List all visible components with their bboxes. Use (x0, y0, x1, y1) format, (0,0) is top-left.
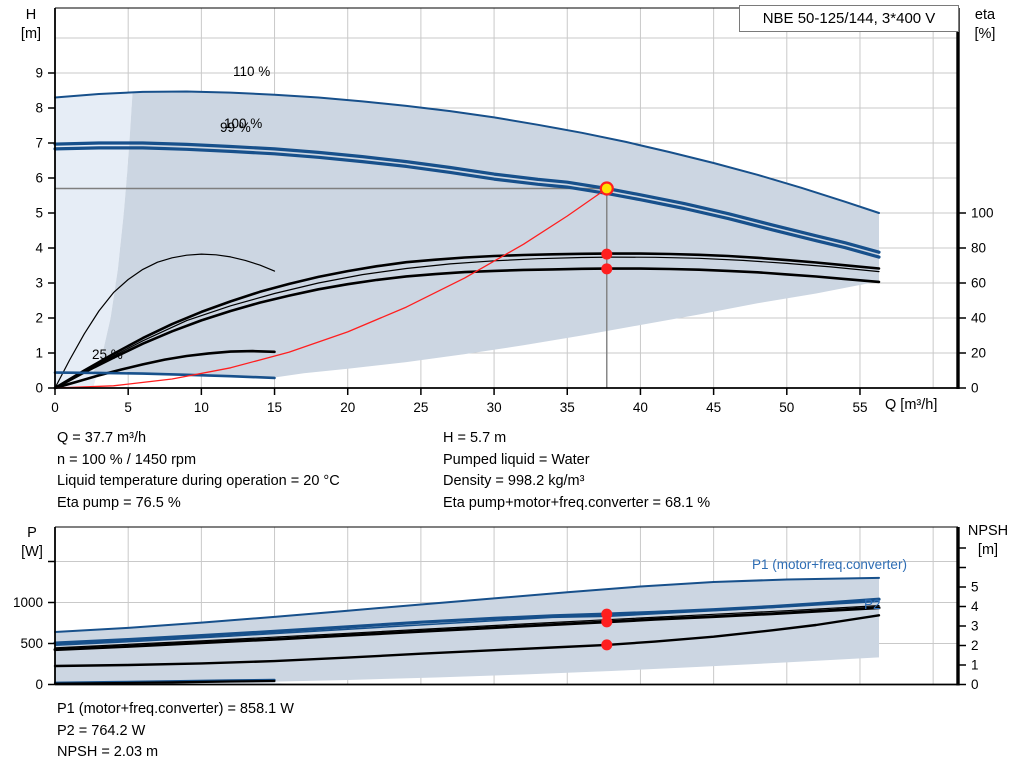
eta-pump (53, 252, 881, 390)
svg-text:15: 15 (267, 400, 282, 415)
svg-text:7: 7 (35, 136, 43, 151)
svg-text:80: 80 (971, 241, 986, 256)
svg-text:20: 20 (340, 400, 355, 415)
svg-text:0: 0 (971, 677, 979, 692)
chart-hq: 0 5 10 15 20 25 30 35 40 45 50 55012345678902040608… (35, 7, 994, 415)
svg-text:8: 8 (35, 101, 43, 116)
curve-25pct (53, 371, 276, 380)
info-pumped-liquid: Pumped liquid = Water (443, 451, 590, 468)
svg-text:100: 100 (971, 206, 994, 221)
eta-axis-label: eta [%] (974, 7, 996, 42)
eta-25pct-total (53, 349, 276, 390)
svg-text:60: 60 (971, 276, 986, 291)
svg-text:6: 6 (35, 171, 43, 186)
label-p2-curve: P2 (864, 597, 881, 612)
duty-info-right: H = 5.7 m Pumped liquid = Water Density … (443, 428, 710, 514)
curve-110pct (54, 90, 880, 214)
info-head: H = 5.7 m (443, 430, 507, 446)
svg-text:30: 30 (487, 400, 502, 415)
svg-text:0: 0 (51, 400, 59, 415)
duty-crosshair (55, 187, 608, 388)
info-p1: P1 (motor+freq.converter) = 858.1 W (57, 701, 294, 717)
svg-text:4: 4 (35, 241, 43, 256)
svg-text:0: 0 (35, 677, 43, 692)
eta-mid-thin (54, 256, 880, 389)
info-eta-total: Eta pump+motor+freq.converter = 68.1 % (443, 494, 711, 511)
svg-text:9: 9 (35, 66, 43, 81)
envelope-light (55, 91, 133, 389)
svg-text:55: 55 (852, 400, 867, 415)
svg-text:40: 40 (633, 400, 648, 415)
p-axis-label: P [W] (21, 525, 43, 560)
result-dot-marker (601, 639, 613, 651)
info-flow: Q = 37.7 m³/h (57, 430, 147, 446)
svg-text:5: 5 (124, 400, 132, 415)
info-liquid-temp: Liquid temperature during operation = 20… (57, 473, 340, 490)
svg-text:2: 2 (971, 638, 979, 653)
svg-text:1: 1 (971, 658, 979, 673)
svg-text:25: 25 (413, 400, 428, 415)
ticks-hq: 0 5 10 15 20 25 30 35 40 45 50 55012345678902040608… (35, 66, 993, 415)
p25-black (53, 679, 276, 685)
h-axis-label: H [m] (20, 7, 42, 42)
info-p2: P2 = 764.2 W (57, 722, 146, 739)
svg-text:45: 45 (706, 400, 721, 415)
curve-99pct (53, 146, 881, 259)
info-speed: n = 100 % / 1450 rpm (57, 451, 197, 468)
label-100pct: 100 % (224, 116, 263, 131)
power-info: P1 (motor+freq.converter) = 858.1 W P2 =… (57, 699, 294, 764)
svg-text:40: 40 (971, 311, 986, 326)
label-p1-curve: P1 (motor+freq.converter) (752, 557, 907, 572)
p1-100pct (53, 597, 881, 645)
svg-text:3: 3 (971, 619, 979, 634)
svg-text:0: 0 (35, 381, 43, 396)
result-dot-marker (601, 248, 613, 260)
axes-hq (54, 7, 960, 389)
p1-110pct (54, 576, 880, 633)
result-dot-marker (601, 608, 613, 620)
npsh-curve (53, 614, 881, 668)
svg-text:35: 35 (560, 400, 575, 415)
svg-text:2: 2 (35, 311, 43, 326)
svg-text:1: 1 (35, 346, 43, 361)
svg-text:5: 5 (971, 580, 979, 595)
axes-pq (54, 526, 960, 686)
result-dot-marker (601, 263, 613, 275)
envelope-dark (93, 91, 880, 378)
envelope-dark-b (55, 577, 879, 685)
system-curve (54, 187, 608, 389)
label-110pct: 110 % (233, 64, 271, 79)
eta-total (53, 267, 881, 390)
svg-text:3: 3 (35, 276, 43, 291)
svg-text:20: 20 (971, 346, 986, 361)
eta-25pct (54, 253, 276, 389)
npsh-axis-label: NPSH [m] (967, 523, 1009, 558)
svg-text:0: 0 (971, 381, 979, 396)
p2-100pct (53, 606, 881, 652)
label-25pct: 25 % (92, 347, 123, 362)
duty-info-left: Q = 37.7 m³/h n = 100 % / 1450 rpm Liqui… (57, 428, 340, 514)
svg-text:4: 4 (971, 599, 979, 614)
ticks-pq: 0 500 1000 0 1 2 3 4 5 (13, 547, 979, 692)
svg-text:500: 500 (20, 636, 43, 651)
chart-pq: 0 500 1000 0 1 2 3 4 5 (13, 526, 979, 692)
svg-text:50: 50 (779, 400, 794, 415)
info-density: Density = 998.2 kg/m³ (443, 473, 585, 490)
info-eta-pump: Eta pump = 76.5 % (57, 494, 181, 511)
curve-100pct (53, 141, 881, 254)
p2-thin (54, 605, 880, 649)
svg-text:1000: 1000 (13, 595, 43, 610)
p1-99pct (54, 600, 880, 647)
info-npsh: NPSH = 2.03 m (57, 744, 159, 761)
result-dot-marker (601, 616, 613, 628)
svg-text:10: 10 (194, 400, 209, 415)
label-99pct: 99 % (220, 120, 251, 135)
operating-point-marker (599, 181, 614, 196)
pump-title-box: NBE 50-125/144, 3*400 V (739, 5, 959, 32)
q-axis-label: Q [m³/h] (885, 397, 938, 413)
svg-text:5: 5 (35, 206, 43, 221)
